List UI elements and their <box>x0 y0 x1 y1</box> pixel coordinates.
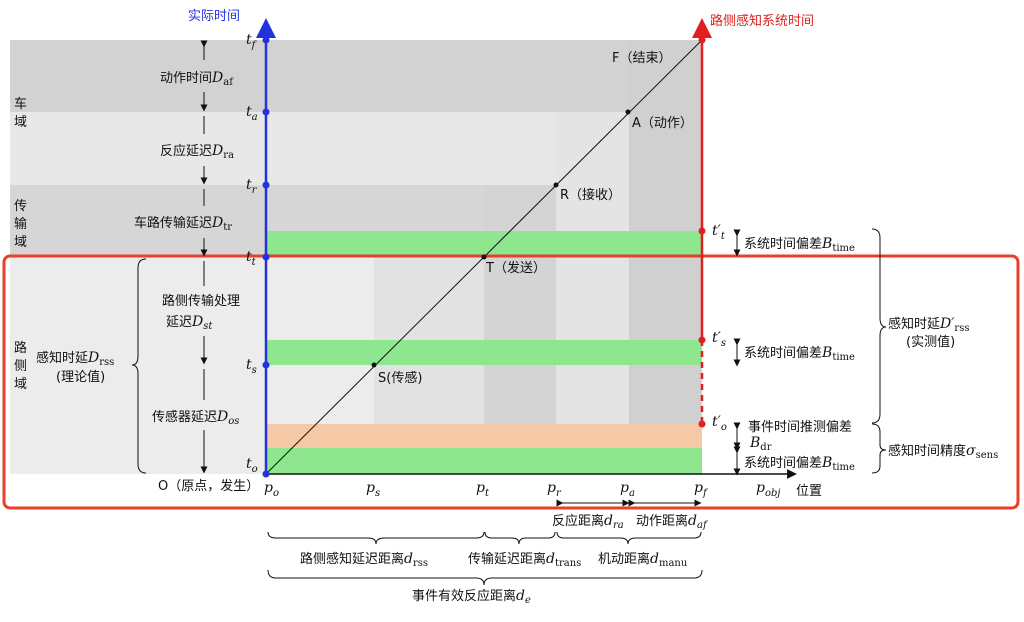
brace-effective-dist <box>267 569 703 586</box>
tick-tr: tr <box>246 177 258 196</box>
measured-latency-label-1: 感知时延D′rss <box>888 316 969 334</box>
left-axis-dots <box>262 36 270 478</box>
bias-label-ts: 系统时间偏差Btime <box>744 345 855 363</box>
domain-trans-1: 传 <box>14 199 27 214</box>
point-r-label: R（接收） <box>560 187 621 203</box>
trans-distance-label: 传输延迟距离dtrans <box>468 551 581 569</box>
point-a <box>625 109 631 115</box>
reaction-distance-label: 反应距离dra <box>552 513 624 531</box>
tick-po: po <box>264 480 279 499</box>
band-vehicle-top <box>10 40 702 112</box>
bias-label-to: 系统时间偏差Btime <box>744 455 855 473</box>
domain-trans-2: 输 <box>14 216 27 232</box>
domain-road-1: 路 <box>14 340 27 356</box>
domain-vehicle-2: 域 <box>14 115 27 130</box>
measured-latency-brace <box>871 228 887 424</box>
diagonal-points <box>371 37 705 368</box>
brace-manu-dist <box>556 531 702 545</box>
tick-to: to <box>246 456 258 475</box>
action-distance-label: 动作距离daf <box>636 513 709 531</box>
sensor-delay-label: 传感器延迟Dos <box>152 409 239 427</box>
roadside-time-axis-label: 路侧感知系统时间 <box>710 13 814 29</box>
point-t-label: T（发送） <box>485 260 546 276</box>
tick-tt: tt <box>246 249 257 268</box>
tick-to-prime: t′o <box>712 414 727 433</box>
domain-trans-3: 域 <box>14 235 27 250</box>
tick-pobj: pobj <box>756 480 781 499</box>
position-axis-label: 位置 <box>796 484 822 499</box>
brace-roadside-dist <box>267 531 485 545</box>
tick-pf: pf <box>694 480 709 499</box>
bias-label-tt: 系统时间偏差Btime <box>744 236 855 254</box>
right-tick-labels: t′t t′s t′o <box>712 223 727 433</box>
roadside-highlight-frame <box>2 254 1020 510</box>
tick-ps: ps <box>366 480 380 499</box>
accuracy-label: 感知时间精度σsens <box>888 443 998 461</box>
bottom-tick-labels: po ps pt pr pa pf pobj <box>264 480 781 499</box>
theory-latency-brace <box>131 258 147 474</box>
accuracy-brace <box>871 423 887 474</box>
tick-ts: ts <box>246 357 257 376</box>
green-band-tt <box>266 231 702 255</box>
roadside-distance-label: 路侧感知延迟距离drss <box>300 551 428 569</box>
background-bands <box>10 40 702 474</box>
left-tick-labels: tf ta tr tt ts to <box>246 32 258 475</box>
tick-tt-prime: t′t <box>712 223 726 242</box>
point-r <box>553 182 559 188</box>
tick-pa: pa <box>620 480 635 499</box>
effective-distance-label: 事件有效反应距离de <box>412 588 531 606</box>
processing-delay-label-1: 路侧传输处理 <box>162 293 240 309</box>
point-a-label: A（动作） <box>632 116 693 131</box>
event-estimate-label-1: 事件时间推测偏差 <box>748 420 852 435</box>
point-s-label: S(传感) <box>378 370 422 386</box>
green-band-ts <box>266 340 702 365</box>
actual-time-axis-label: 实际时间 <box>188 9 240 24</box>
column-pr-pa <box>556 112 629 474</box>
reaction-delay-label: 反应延迟Dra <box>160 143 234 161</box>
origin-label: O（原点，发生） <box>158 478 259 494</box>
tick-pr: pr <box>547 480 562 499</box>
tick-ts-prime: t′s <box>712 330 726 349</box>
theory-latency-label-1: 感知时延Drss <box>36 350 114 368</box>
green-band-to <box>266 448 702 474</box>
orange-band-dr <box>266 424 702 448</box>
point-s <box>371 362 377 368</box>
event-estimate-label-2: Bdr <box>749 435 772 453</box>
domain-vehicle-1: 车 <box>14 96 27 112</box>
action-time-label: 动作时间Daf <box>160 70 234 88</box>
right-axis-dots <box>698 36 706 428</box>
point-f-label: F（结束） <box>612 51 671 66</box>
domain-labels: 车 域 传 输 域 路 侧 域 <box>14 96 27 392</box>
manu-distance-label: 机动距离dmanu <box>598 551 688 569</box>
processing-delay-label-2: 延迟Dst <box>166 314 213 332</box>
measured-latency-label-2: (实测值) <box>906 334 955 350</box>
theory-latency-label-2: (理论值) <box>56 369 105 385</box>
domain-road-3: 域 <box>14 377 27 392</box>
domain-road-2: 侧 <box>14 359 27 374</box>
point-t <box>481 254 487 260</box>
tick-pt: pt <box>476 480 490 499</box>
tick-tf: tf <box>246 32 258 51</box>
brace-trans-dist <box>484 531 556 545</box>
tick-ta: ta <box>246 104 258 123</box>
transfer-delay-label: 车路传输延迟Dtr <box>134 215 232 233</box>
